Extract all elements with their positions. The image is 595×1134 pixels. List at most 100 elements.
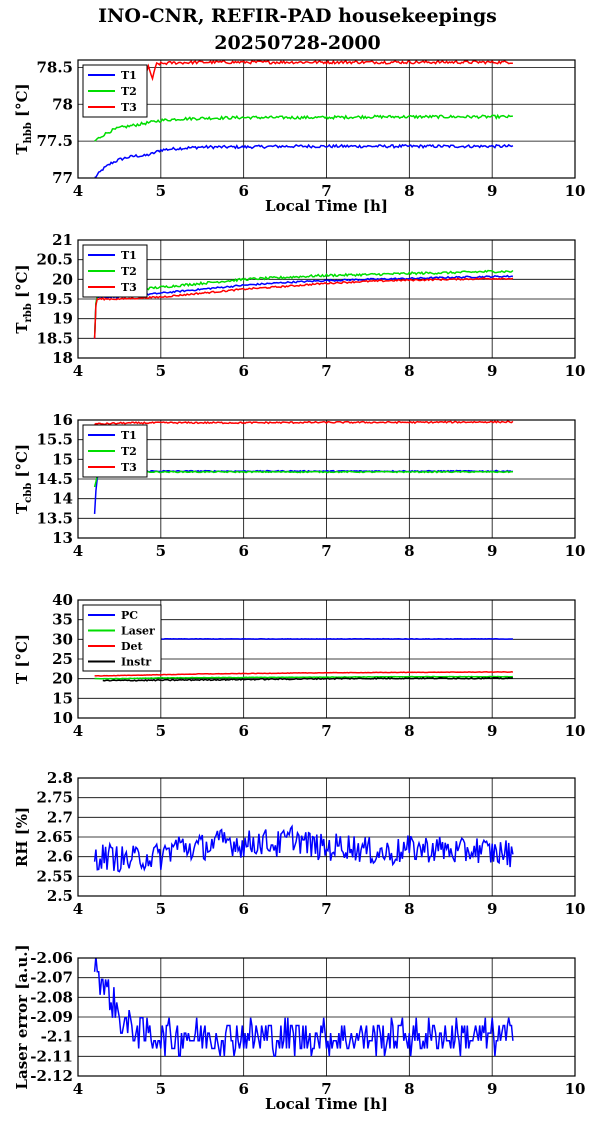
series-line-t2 [93, 269, 514, 338]
y-tick-label: 18 [52, 349, 73, 367]
chart-title-line1: INO-CNR, REFIR-PAD housekeepings [98, 5, 497, 27]
x-tick-label: 4 [73, 542, 83, 560]
y-tick-label: 18.5 [36, 329, 73, 347]
y-tick-label: -2.1 [41, 1028, 73, 1046]
y-tick-label: 30 [52, 630, 73, 648]
y-tick-label: 14.5 [36, 470, 73, 488]
x-tick-label: 4 [73, 362, 83, 380]
plot-frame [77, 419, 576, 539]
y-tick-label: 20 [52, 670, 73, 688]
legend: T1 T2 T3 [82, 424, 148, 478]
x-tick-label: 4 [73, 182, 83, 200]
legend-label: Det [121, 640, 144, 653]
x-tick-label: 7 [321, 900, 331, 918]
x-tick-label: 10 [565, 722, 586, 740]
x-tick-label: 7 [321, 182, 331, 200]
y-tick-label: -2.09 [30, 1008, 73, 1026]
series-line-t1 [93, 274, 513, 339]
x-axis-label: Local Time [h] [265, 1095, 388, 1113]
y-tick-label: -2.11 [30, 1047, 73, 1065]
y-tick-label: 35 [52, 611, 73, 629]
series-line-t1 [94, 143, 514, 178]
legend-label: T1 [121, 69, 137, 82]
y-tick-label: -2.07 [30, 969, 73, 987]
x-tick-label: 10 [565, 1080, 586, 1098]
legend: T1 T2 T3 [82, 64, 148, 118]
y-tick-label: -2.06 [30, 949, 73, 967]
x-tick-label: 7 [321, 362, 331, 380]
y-axis-label: T [°C] [13, 634, 31, 684]
y-axis-label: Tcbb [°C] [13, 444, 34, 514]
x-tick-label: 8 [404, 182, 414, 200]
y-tick-label: -2.08 [30, 988, 73, 1006]
series-line-t2 [94, 113, 513, 142]
y-tick-label: 15.5 [36, 431, 73, 449]
y-tick-label: 14 [52, 490, 73, 508]
legend-label: T2 [121, 85, 137, 98]
y-tick-label: 2.8 [47, 769, 73, 787]
x-tick-label: 8 [404, 542, 414, 560]
x-tick-label: 5 [156, 900, 166, 918]
legend-label: Instr [121, 656, 151, 669]
series-line-t1 [93, 469, 514, 514]
y-tick-label: 2.55 [36, 867, 73, 885]
y-axis-label: Thbb [°C] [13, 83, 34, 154]
x-tick-label: 6 [238, 542, 248, 560]
legend-label: T1 [121, 429, 137, 442]
panel-5: 2.5 2.552.6 2.65 2.72.75 2.8 4 5 6 7 8 9 10 RH [%] [13, 769, 585, 918]
y-tick-label: 78.5 [36, 58, 73, 76]
x-tick-label: 5 [156, 542, 166, 560]
series-line-instr [102, 676, 513, 682]
series-line-t3 [94, 420, 514, 426]
y-tick-label: 2.7 [47, 808, 73, 826]
x-axis-label: Local Time [h] [265, 197, 388, 215]
x-tick-label: 6 [238, 722, 248, 740]
x-tick-label: 9 [487, 900, 497, 918]
x-tick-label: 6 [238, 1080, 248, 1098]
x-tick-label: 10 [565, 362, 586, 380]
legend-label: T2 [121, 265, 137, 278]
x-tick-label: 6 [238, 182, 248, 200]
legend-label: T3 [121, 281, 137, 294]
x-tick-label: 5 [156, 182, 166, 200]
x-tick-label: 7 [321, 542, 331, 560]
plot-frame [77, 239, 576, 359]
y-tick-label: 77.5 [36, 132, 73, 150]
legend-label: T3 [121, 101, 137, 114]
y-tick-label: 19.5 [36, 290, 73, 308]
y-tick-label: 13.5 [36, 509, 73, 527]
series-line-det [94, 671, 514, 677]
x-tick-label: 7 [321, 722, 331, 740]
y-tick-label: 10 [52, 709, 73, 727]
x-tick-label: 6 [238, 900, 248, 918]
x-tick-label: 8 [404, 362, 414, 380]
x-tick-label: 6 [238, 362, 248, 380]
legend: T1 T2 T3 [82, 244, 148, 298]
y-tick-label: 20 [52, 270, 73, 288]
y-tick-label: 2.75 [36, 789, 73, 807]
series-line-t3 [93, 277, 514, 339]
x-tick-label: 5 [156, 362, 166, 380]
x-tick-label: 5 [156, 722, 166, 740]
x-tick-label: 10 [565, 900, 586, 918]
y-axis-label: RH [%] [13, 807, 31, 867]
series-line-pc [94, 637, 513, 641]
x-tick-label: 4 [73, 900, 83, 918]
y-tick-label: 13 [52, 529, 73, 547]
plot-frame [77, 777, 576, 897]
x-tick-label: 9 [487, 542, 497, 560]
legend-label: T3 [121, 461, 137, 474]
x-tick-label: 5 [156, 1080, 166, 1098]
x-tick-label: 8 [404, 1080, 414, 1098]
panel-6: -2.12 -2.11-2.1 -2.09 -2.08-2.07 -2.06 4 5 6 7 8 9… [13, 944, 585, 1113]
y-tick-label: 25 [52, 650, 73, 668]
legend-label: T2 [121, 445, 137, 458]
x-tick-label: 8 [404, 900, 414, 918]
y-tick-label: -2.12 [30, 1067, 73, 1085]
y-tick-label: 40 [52, 591, 73, 609]
legend-label: Laser [121, 625, 155, 638]
